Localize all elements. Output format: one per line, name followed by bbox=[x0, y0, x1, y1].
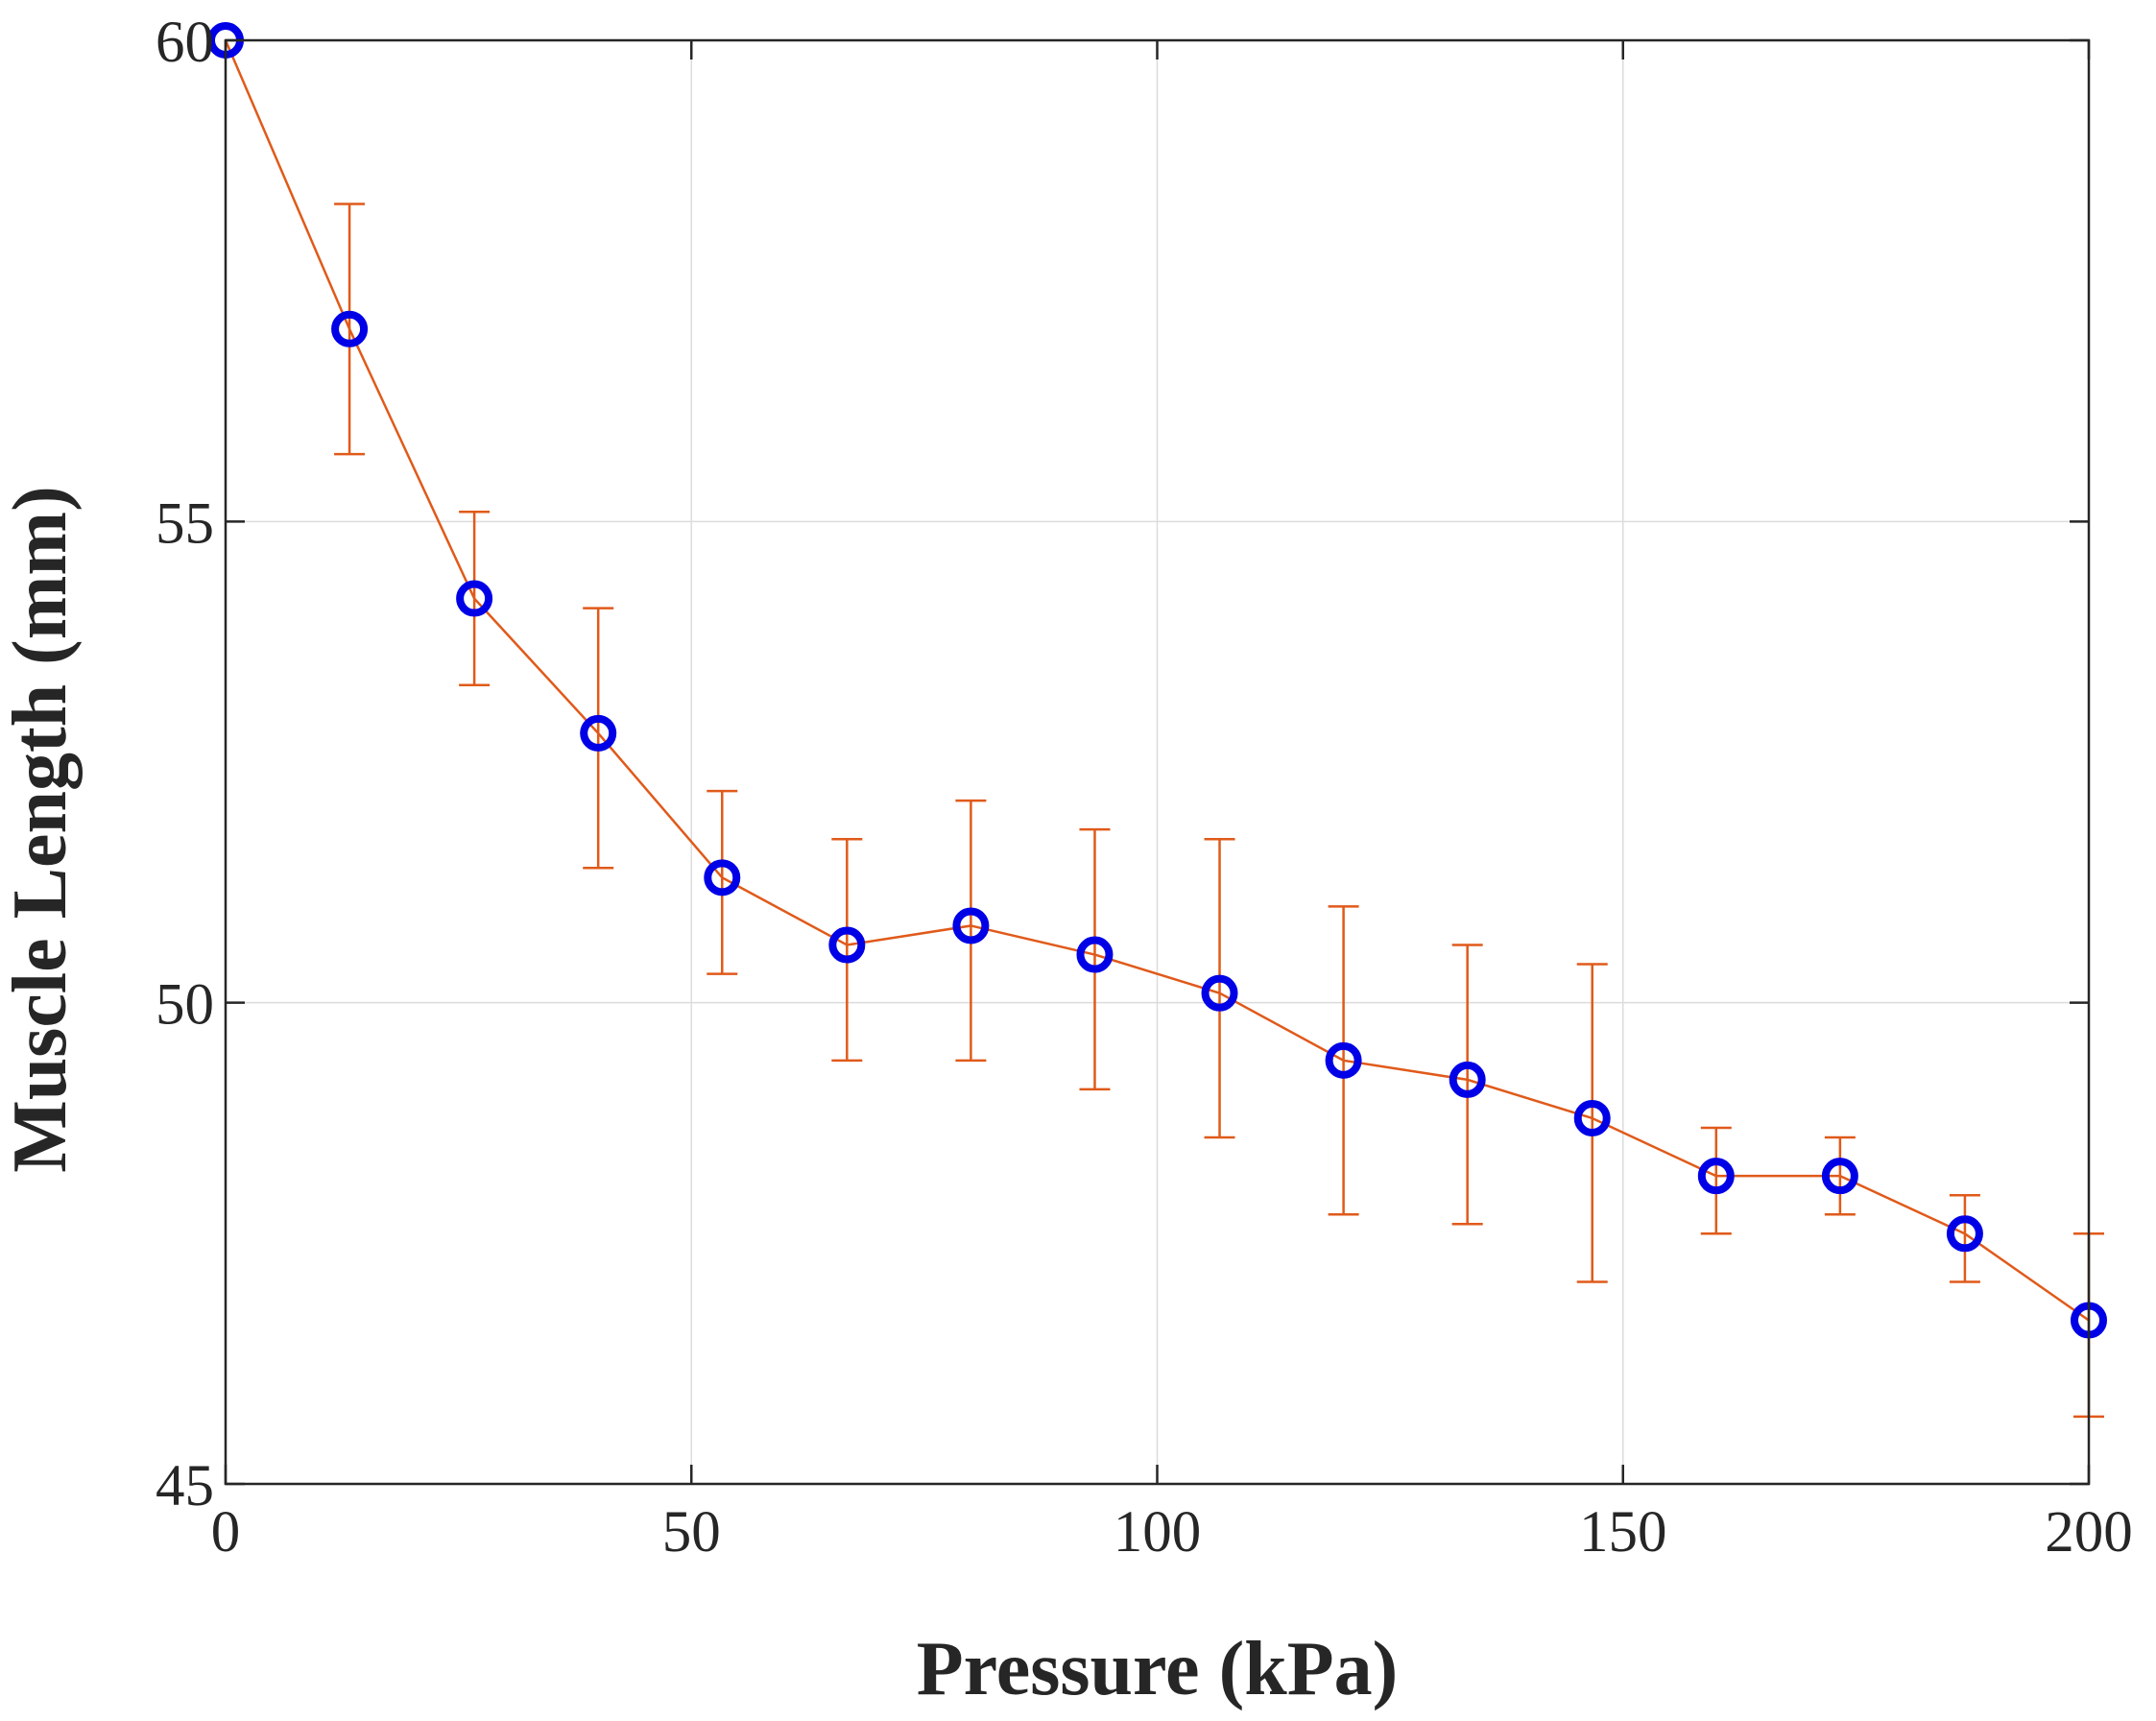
data-point bbox=[952, 907, 990, 944]
y-tick-label: 60 bbox=[156, 11, 214, 75]
data-point bbox=[456, 580, 493, 617]
data-point bbox=[1573, 1099, 1611, 1136]
y-tick-label: 55 bbox=[156, 491, 214, 556]
x-axis-title: Pressure (kPa) bbox=[917, 1627, 1398, 1711]
x-tick-label: 100 bbox=[1114, 1500, 1202, 1565]
x-tick-label: 0 bbox=[211, 1500, 241, 1565]
y-axis-title: Muscle Length (mm) bbox=[0, 486, 83, 1172]
series-line bbox=[224, 39, 2090, 1322]
data-point bbox=[1076, 936, 1114, 973]
data-point bbox=[704, 859, 741, 896]
tick-labels: 0 50 100 150 200 45 50 55 60 bbox=[156, 11, 2133, 1565]
data-point bbox=[1946, 1215, 1983, 1253]
y-tick-label: 45 bbox=[156, 1454, 214, 1518]
data-point bbox=[580, 714, 617, 752]
x-tick-label: 200 bbox=[2045, 1500, 2133, 1565]
x-tick-label: 150 bbox=[1579, 1500, 1667, 1565]
grid bbox=[226, 40, 2089, 1484]
data-point bbox=[1449, 1061, 1486, 1098]
series-layer bbox=[207, 22, 2107, 1419]
data-point bbox=[1325, 1041, 1362, 1079]
data-point bbox=[1697, 1158, 1735, 1195]
data-point bbox=[1201, 974, 1238, 1012]
data-point bbox=[828, 926, 866, 964]
x-tick-label: 50 bbox=[662, 1500, 721, 1565]
y-tick-label: 50 bbox=[156, 973, 214, 1038]
data-point bbox=[1821, 1158, 1858, 1195]
plot-frame bbox=[224, 38, 2091, 1486]
data-point bbox=[331, 310, 369, 347]
